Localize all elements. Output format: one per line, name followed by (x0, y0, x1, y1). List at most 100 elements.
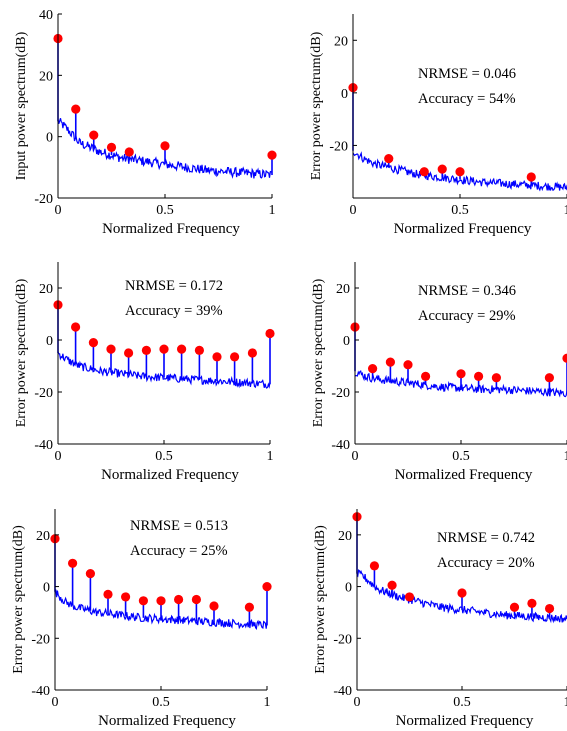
y-axis-label: Error power spectrum(dB) (313, 525, 328, 674)
accuracy-annotation: Accuracy = 20% (437, 555, 535, 571)
y-axis-label: Error power spectrum(dB) (309, 31, 324, 180)
y-tick-label: -40 (34, 438, 53, 453)
spur-marker (244, 602, 255, 612)
spur-marker (229, 352, 240, 362)
spur-marker (404, 592, 415, 602)
y-tick-label: -40 (333, 684, 352, 699)
spur-marker (120, 592, 131, 602)
y-tick-label: 0 (341, 87, 348, 102)
y-tick-label: -20 (34, 192, 53, 207)
y-axis-label: Error power spectrum(dB) (311, 278, 326, 427)
y-tick-label: -20 (333, 632, 352, 647)
y-tick-label: 20 (39, 282, 53, 297)
nrmse-annotation: NRMSE = 0.513 (130, 518, 228, 534)
spur-marker (473, 371, 484, 381)
x-axis-label: Normalized Frequency (396, 713, 534, 729)
spur-marker (247, 348, 258, 358)
x-axis-label: Normalized Frequency (101, 467, 239, 483)
y-tick-label: 0 (46, 334, 53, 349)
spur-marker (384, 153, 394, 164)
spur-marker (123, 348, 134, 358)
spur-marker (562, 353, 567, 363)
y-axis-label: Error power spectrum(dB) (11, 525, 26, 674)
y-tick-label: 0 (43, 581, 50, 596)
x-axis-label: Normalized Frequency (395, 467, 533, 483)
spur-marker (387, 580, 397, 590)
x-tick-label: 0.5 (156, 203, 174, 218)
spur-marker (159, 344, 169, 354)
chart-panel-3: -40 -20 0 20 0 0.5 1 Normalized Frequency Error … (14, 262, 275, 483)
spur-marker (509, 602, 520, 612)
spur-marker (385, 357, 396, 367)
accuracy-annotation: Accuracy = 54% (418, 91, 516, 107)
spur-marker (456, 369, 466, 379)
spur-marker (527, 598, 537, 608)
spur-marker (138, 596, 149, 606)
spur-marker (71, 104, 81, 114)
y-tick-label: -40 (331, 438, 350, 453)
spur-marker (212, 352, 222, 362)
spur-marker (267, 150, 277, 160)
chart-panel-5: -40 -20 0 20 0 0.5 1 Normalized Frequency Error … (11, 509, 272, 729)
spur-marker (67, 558, 78, 568)
nrmse-annotation: NRMSE = 0.742 (437, 530, 535, 546)
y-tick-label: -20 (31, 632, 50, 647)
y-tick-label: -20 (329, 139, 348, 154)
spur-marker (457, 588, 467, 598)
spur-marker (491, 373, 502, 383)
spur-marker (124, 147, 134, 157)
spectrum-series-line (57, 351, 271, 389)
x-axis-label: Normalized Frequency (394, 221, 532, 237)
y-tick-label: 0 (345, 581, 352, 596)
y-tick-label: -40 (31, 684, 50, 699)
x-tick-label: 1 (564, 449, 567, 464)
spur-marker (544, 373, 555, 383)
x-tick-label: 1 (564, 203, 567, 218)
y-axis-label: Input power spectrum(dB) (14, 31, 29, 180)
spur-marker (420, 371, 431, 381)
nrmse-annotation: NRMSE = 0.046 (418, 66, 516, 82)
spur-marker (262, 581, 272, 592)
spectrum-series-line (54, 589, 268, 630)
x-tick-label: 0.5 (152, 695, 170, 710)
accuracy-annotation: Accuracy = 29% (418, 308, 516, 324)
spur-marker (85, 569, 96, 579)
chart-panel-6: -40 -20 0 20 0 0.5 1 Normalized Frequency Error … (313, 509, 567, 729)
accuracy-annotation: Accuracy = 25% (130, 543, 228, 559)
spur-marker (419, 167, 429, 177)
x-tick-label: 0 (52, 695, 59, 710)
spur-marker (191, 594, 202, 605)
x-tick-label: 0.5 (451, 203, 469, 218)
y-tick-label: 20 (336, 282, 350, 297)
x-tick-label: 1 (269, 203, 276, 218)
accuracy-annotation: Accuracy = 39% (125, 303, 223, 319)
y-tick-label: -20 (331, 386, 350, 401)
spur-marker (455, 167, 465, 177)
nrmse-annotation: NRMSE = 0.172 (125, 278, 223, 294)
chart-panel-2: -20 0 20 0 0.5 1 Normalized Frequency Error pow… (309, 14, 567, 237)
y-tick-label: 20 (334, 34, 348, 49)
y-tick-label: 20 (338, 529, 352, 544)
x-tick-label: 0 (55, 449, 62, 464)
x-axis-label: Normalized Frequency (98, 713, 236, 729)
chart-panel-4: -40 -20 0 20 0 0.5 1 Normalized Frequency Error … (311, 262, 567, 483)
y-tick-label: 40 (39, 8, 53, 23)
spur-marker (156, 596, 166, 606)
spur-marker (265, 328, 275, 339)
x-tick-label: 1 (564, 695, 567, 710)
spur-marker (437, 164, 447, 174)
spur-marker (209, 601, 219, 611)
x-tick-label: 0.5 (155, 449, 173, 464)
spur-marker (88, 338, 99, 348)
y-tick-label: 20 (39, 69, 53, 84)
x-tick-label: 0.5 (453, 695, 471, 710)
x-tick-label: 1 (267, 449, 274, 464)
x-tick-label: 0 (354, 695, 361, 710)
y-tick-label: 20 (36, 529, 50, 544)
spur-marker (103, 589, 113, 599)
x-tick-label: 0 (350, 203, 357, 218)
spur-marker (367, 364, 378, 374)
x-axis-label: Normalized Frequency (102, 221, 240, 237)
